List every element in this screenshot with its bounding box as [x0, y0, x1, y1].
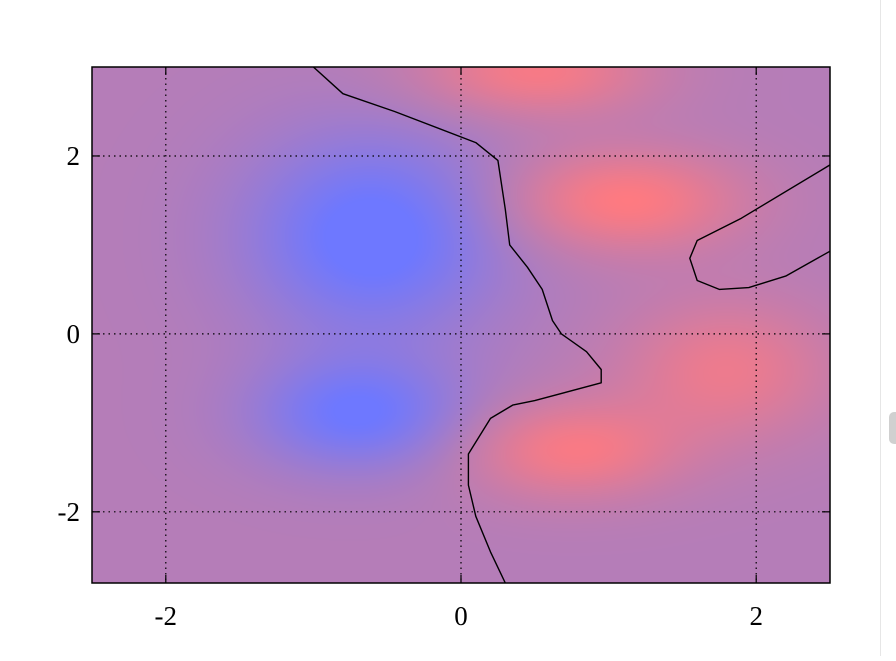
zero-contours	[312, 67, 830, 583]
y-tick-label-0: -2	[58, 497, 81, 527]
x-tick-label-2: 2	[749, 601, 763, 631]
axis-ticks: -2 0 2 -2 0 2	[58, 67, 830, 631]
x-tick-label-1: 0	[454, 601, 468, 631]
contour-line-0	[312, 67, 602, 583]
contour-line-1	[689, 164, 830, 291]
x-tick-label-0: -2	[155, 601, 178, 631]
y-tick-label-2: 2	[67, 141, 81, 171]
grid-lines	[92, 67, 830, 583]
window-edge-divider	[880, 0, 881, 656]
scrollbar-handle[interactable]	[889, 412, 896, 444]
y-tick-label-1: 0	[67, 319, 81, 349]
